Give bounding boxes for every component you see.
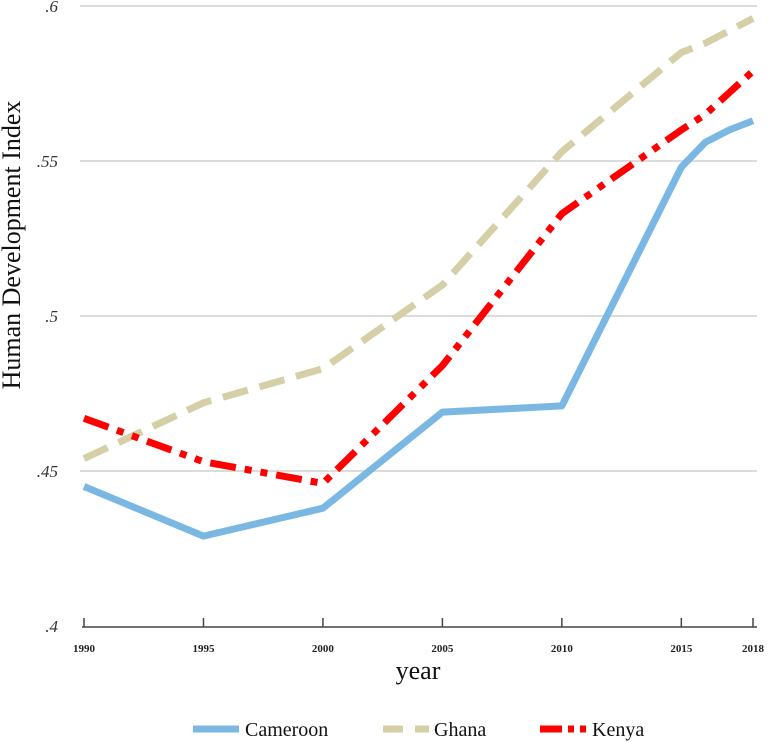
y-tick-label: .55 <box>37 152 58 171</box>
x-tick-label: 2000 <box>312 643 335 655</box>
x-tick-label: 1995 <box>192 643 215 655</box>
gridlines <box>80 5 757 472</box>
x-tick-label: 2015 <box>670 643 693 655</box>
x-tick-label: 2018 <box>742 643 765 655</box>
series-line-kenya <box>82 68 756 487</box>
y-tick-label: .5 <box>45 307 58 326</box>
y-tick-label: .4 <box>45 617 58 636</box>
y-axis: .4 .45 .5 .55 .6 <box>37 0 59 636</box>
x-axis-label: year <box>396 656 441 685</box>
legend: Cameroon Ghana Kenya <box>193 719 644 741</box>
x-tick-label: 2005 <box>431 643 454 655</box>
y-axis-label: Human Development Index <box>0 101 26 390</box>
x-axis: 1990 1995 2000 2005 2010 2015 2018 <box>73 618 765 655</box>
y-tick-label: .6 <box>45 0 58 16</box>
legend-label-kenya: Kenya <box>592 719 644 741</box>
x-tick-label: 2010 <box>551 643 574 655</box>
legend-label-ghana: Ghana <box>434 719 486 741</box>
series-lines <box>82 15 756 540</box>
legend-label-cameroon: Cameroon <box>245 719 328 741</box>
series-line-cameroon <box>82 117 755 540</box>
x-tick-label: 1990 <box>73 643 96 655</box>
y-tick-label: .45 <box>37 462 58 481</box>
series-line-ghana <box>82 15 755 462</box>
